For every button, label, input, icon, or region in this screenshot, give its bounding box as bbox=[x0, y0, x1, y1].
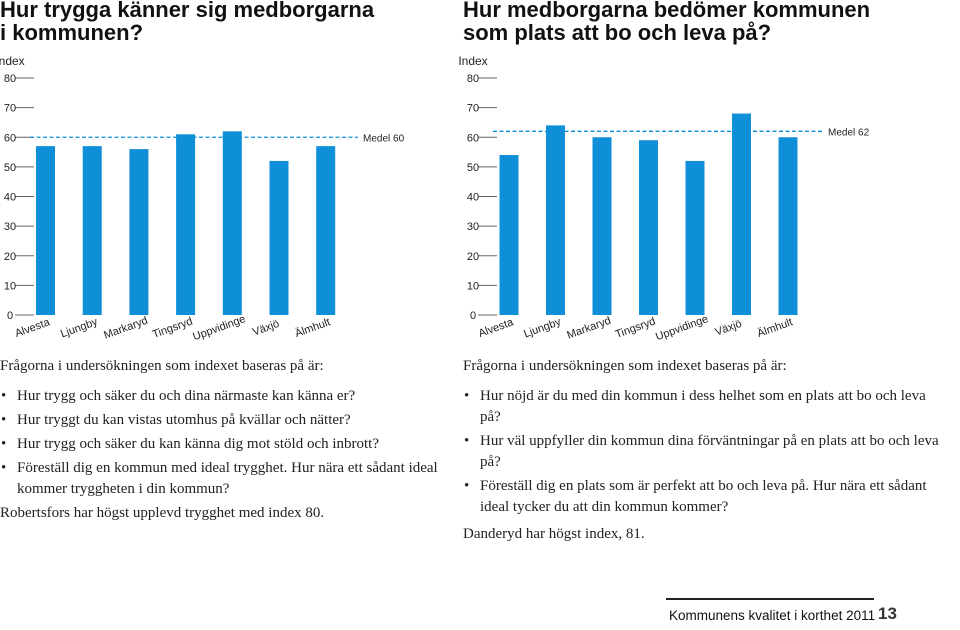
footer-text: Kommunens kvalitet i korthet 2011 bbox=[669, 608, 876, 623]
y-tick-label: 60 bbox=[4, 132, 16, 144]
bar bbox=[129, 149, 149, 315]
y-tick-label: 50 bbox=[467, 162, 479, 174]
left-question-4: • Föreställ dig en kommun med ideal trygg… bbox=[0, 458, 440, 500]
bar bbox=[499, 155, 519, 315]
y-tick-label: 70 bbox=[467, 103, 479, 115]
left-question-list: • Hur trygg och säker du och dina närmast… bbox=[0, 386, 440, 500]
bar bbox=[592, 137, 612, 315]
left-intro: Frågorna i undersökningen som indexet ba… bbox=[0, 358, 324, 374]
category-label: Markaryd bbox=[565, 315, 612, 342]
right-title-line-1: Hur medborgarna bedömer kommunen bbox=[463, 0, 871, 22]
category-label: Ljungby bbox=[522, 316, 563, 341]
left-conclusion: Robertsfors har högst upplevd trygghet m… bbox=[0, 505, 325, 521]
left-title-line-2: i kommunen? bbox=[0, 20, 144, 45]
left-title: Hur trygga känner sig medborgarna i komm… bbox=[0, 0, 374, 44]
bullet-icon: • bbox=[464, 433, 470, 449]
left-bar-chart: Index 0 10 20 30 40 50 60 70 80 Medel 60 Alvesta Lju… bbox=[0, 54, 405, 343]
y-tick-label: 0 bbox=[470, 310, 476, 322]
category-label: Uppvidinge bbox=[654, 313, 710, 343]
left-question-3: • Hur trygg och säker du kan känna dig mo… bbox=[0, 434, 440, 455]
bar bbox=[546, 125, 565, 316]
left-text-block: Frågorna i undersökningen som indexet ba… bbox=[0, 356, 440, 524]
left-question-text: Föreställ dig en kommun med ideal tryggh… bbox=[17, 460, 438, 497]
right-question-3: • Föreställ dig en plats som är perfekt a… bbox=[463, 476, 943, 518]
category-label: Älmhult bbox=[293, 316, 332, 340]
bar bbox=[639, 140, 658, 315]
category-label: Tingsryd bbox=[614, 315, 657, 341]
category-label: Ljungby bbox=[59, 316, 100, 341]
category-label: Älmhult bbox=[756, 316, 795, 340]
y-tick-label: 0 bbox=[7, 310, 13, 322]
y-tick-label: 50 bbox=[4, 162, 16, 174]
bar bbox=[222, 131, 242, 315]
bar bbox=[685, 160, 705, 315]
right-bar-chart: Index 0 10 20 30 40 50 60 70 80 Medel 62 Alvesta Lju… bbox=[458, 54, 870, 343]
bar bbox=[732, 113, 751, 315]
left-question-1: • Hur trygg och säker du och dina närmast… bbox=[0, 386, 440, 407]
y-tick-label: 70 bbox=[4, 103, 16, 115]
y-tick-label: 10 bbox=[4, 280, 16, 292]
footer-rule bbox=[666, 598, 874, 600]
bullet-icon: • bbox=[1, 388, 7, 404]
bullet-icon: • bbox=[1, 460, 7, 476]
bar bbox=[176, 134, 196, 315]
left-question-text: Hur trygg och säker du och dina närmaste… bbox=[17, 388, 356, 404]
right-question-text: Hur nöjd är du med din kommun i dess hel… bbox=[480, 388, 926, 425]
category-label: Alvesta bbox=[13, 316, 52, 340]
y-tick-label: 40 bbox=[467, 192, 479, 204]
category-label: Alvesta bbox=[477, 316, 516, 340]
right-question-2: • Hur väl uppfyller din kommun dina förvä… bbox=[463, 431, 943, 473]
right-conclusion: Danderyd har högst index, 81. bbox=[463, 526, 645, 542]
medel-label: Medel 62 bbox=[828, 127, 870, 138]
right-title-line-2: som plats att bo och leva på? bbox=[463, 20, 772, 45]
bullet-icon: • bbox=[1, 412, 7, 428]
bar bbox=[778, 137, 798, 315]
right-intro: Frågorna i undersökningen som indexet ba… bbox=[463, 358, 787, 374]
page-number: 13 bbox=[878, 604, 897, 623]
bar bbox=[36, 146, 55, 315]
category-label: Växjö bbox=[251, 318, 281, 339]
y-tick-label: 10 bbox=[467, 280, 479, 292]
y-tick-label: 80 bbox=[4, 73, 16, 85]
right-question-text: Hur väl uppfyller din kommun dina förvän… bbox=[480, 433, 939, 470]
y-tick-label: 30 bbox=[467, 221, 479, 233]
y-tick-label: 80 bbox=[467, 73, 479, 85]
page-footer: Kommunens kvalitet i korthet 2011 13 bbox=[666, 598, 960, 630]
y-tick-label: 20 bbox=[4, 251, 16, 263]
category-label: Markaryd bbox=[102, 315, 149, 342]
bullet-icon: • bbox=[464, 478, 470, 494]
bullet-icon: • bbox=[464, 388, 470, 404]
y-tick-label: 20 bbox=[467, 251, 479, 263]
right-question-text: Föreställ dig en plats som är perfekt at… bbox=[480, 478, 927, 515]
y-axis-label: Index bbox=[0, 54, 25, 68]
right-question-list: • Hur nöjd är du med din kommun i dess he… bbox=[463, 386, 943, 518]
bar bbox=[82, 146, 102, 315]
medel-label: Medel 60 bbox=[363, 133, 405, 144]
bullet-icon: • bbox=[1, 436, 7, 452]
y-tick-label: 30 bbox=[4, 221, 16, 233]
y-tick-label: 60 bbox=[467, 132, 479, 144]
left-question-2: • Hur tryggt du kan vistas utomhus på kvä… bbox=[0, 410, 440, 431]
bar bbox=[316, 146, 336, 315]
y-axis-label: Index bbox=[458, 54, 487, 68]
left-question-text: Hur trygg och säker du kan känna dig mot… bbox=[17, 436, 380, 452]
y-tick-label: 40 bbox=[4, 192, 16, 204]
right-question-1: • Hur nöjd är du med din kommun i dess he… bbox=[463, 386, 943, 428]
category-label: Växjö bbox=[713, 318, 743, 339]
right-text-block: Frågorna i undersökningen som indexet ba… bbox=[463, 356, 943, 545]
bar bbox=[269, 160, 289, 315]
category-label: Tingsryd bbox=[151, 315, 194, 341]
category-label: Uppvidinge bbox=[191, 313, 247, 343]
left-question-text: Hur tryggt du kan vistas utomhus på kväl… bbox=[17, 412, 351, 428]
right-title: Hur medborgarna bedömer kommunen som pla… bbox=[463, 0, 870, 44]
left-title-line-1: Hur trygga känner sig medborgarna bbox=[0, 0, 375, 22]
